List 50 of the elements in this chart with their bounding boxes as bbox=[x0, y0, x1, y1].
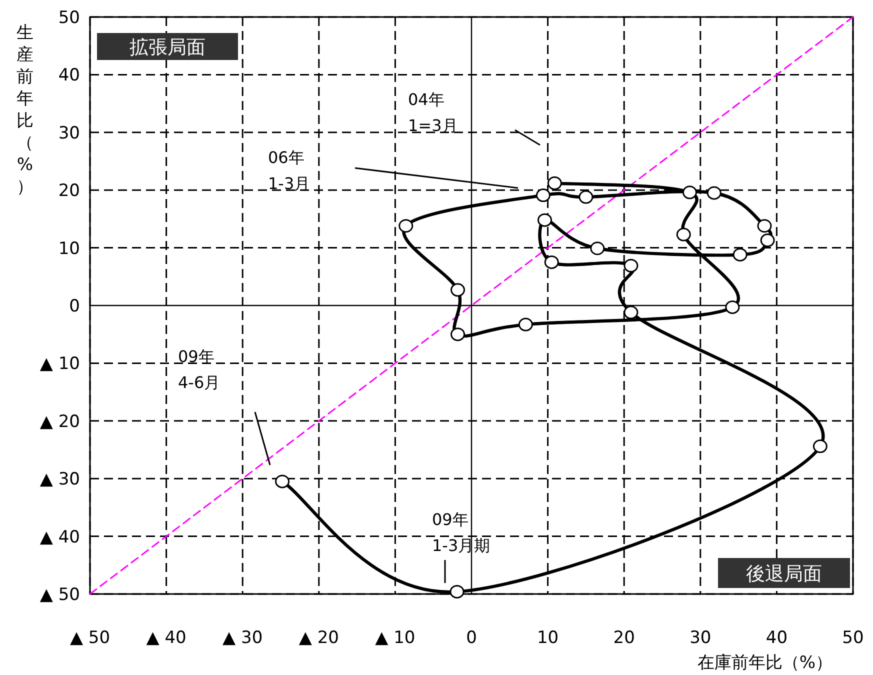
y-tick-label: ▲ 30 bbox=[40, 470, 80, 490]
x-tick-label: ▲ 30 bbox=[222, 628, 263, 648]
point bbox=[547, 176, 562, 190]
point bbox=[676, 228, 691, 242]
y-tick-label: ▲ 20 bbox=[40, 412, 80, 432]
point bbox=[590, 242, 605, 256]
y-tick-label: ▲ 40 bbox=[40, 527, 80, 548]
x-tick-label: ▲ 40 bbox=[146, 628, 186, 648]
point bbox=[536, 188, 550, 202]
y-tick-label: 0 bbox=[69, 296, 80, 316]
point bbox=[450, 328, 466, 342]
x-tick-label: ▲ 10 bbox=[375, 628, 416, 648]
annotation: 04年 1=3月 bbox=[408, 90, 458, 135]
y-tick-label: 10 bbox=[58, 238, 80, 259]
point bbox=[682, 186, 697, 200]
annotation: 09年 1-3月期 bbox=[432, 510, 490, 555]
y-tick-label: 20 bbox=[58, 181, 80, 202]
point bbox=[518, 318, 533, 332]
x-tick-label: 0 bbox=[466, 628, 477, 648]
point bbox=[578, 190, 594, 204]
x-tick-label: 20 bbox=[613, 628, 635, 648]
x-tick-label: 30 bbox=[690, 628, 712, 648]
y-tick-label: ▲ 50 bbox=[40, 585, 80, 605]
point bbox=[538, 213, 552, 227]
point bbox=[725, 300, 740, 314]
point bbox=[706, 186, 722, 200]
y-axis-title: 生産前年比（%） bbox=[16, 23, 34, 197]
y-tick-label: 30 bbox=[58, 123, 80, 144]
annotation: 09年 4-6月 bbox=[178, 347, 220, 392]
point bbox=[624, 258, 638, 272]
x-tick-label: 50 bbox=[842, 628, 864, 648]
point bbox=[398, 219, 414, 233]
x-tick-label: ▲ 20 bbox=[298, 628, 339, 648]
point bbox=[812, 440, 828, 454]
point bbox=[450, 283, 466, 297]
annotation: 拡張局面 bbox=[130, 36, 206, 58]
annotation: 後退局面 bbox=[746, 563, 822, 585]
point bbox=[544, 255, 559, 269]
point bbox=[624, 306, 638, 320]
point bbox=[732, 248, 748, 262]
y-tick-label: 50 bbox=[58, 8, 80, 28]
x-tick-label: 40 bbox=[766, 628, 788, 648]
y-tick-label: 40 bbox=[58, 66, 80, 86]
point bbox=[757, 219, 772, 233]
point bbox=[760, 234, 775, 248]
point bbox=[275, 474, 290, 488]
x-tick-label: 10 bbox=[536, 628, 559, 648]
x-axis-title: 在庫前年比（%） bbox=[697, 653, 833, 673]
y-tick-label: ▲ 10 bbox=[40, 354, 80, 374]
point bbox=[450, 584, 464, 598]
